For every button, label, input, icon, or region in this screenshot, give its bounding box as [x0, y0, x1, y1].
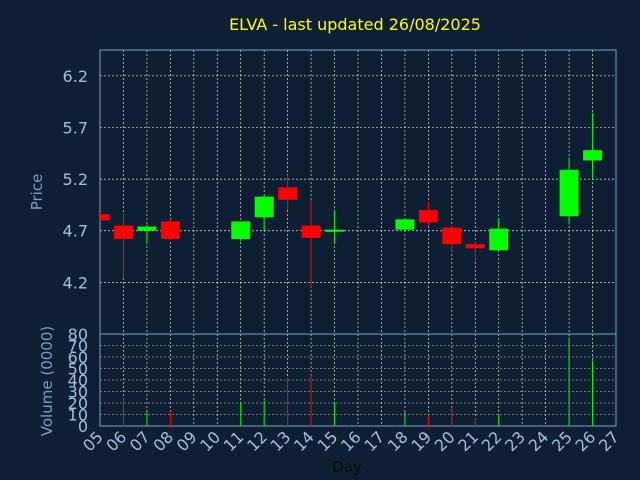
volume-panel-frame — [99, 333, 617, 427]
volume-tick-label: 50 — [68, 360, 88, 379]
price-tick-label: 4.7 — [63, 222, 88, 241]
price-panel — [100, 112, 603, 288]
volume-tick-label: 60 — [68, 348, 88, 367]
x-axis-label: Day — [332, 458, 362, 476]
candle-body — [395, 219, 415, 230]
volume-tick-label: 40 — [68, 371, 88, 390]
price-axis-label: Price — [28, 174, 46, 211]
candle-body — [465, 244, 485, 249]
volume-tick-label: 30 — [68, 383, 88, 402]
volume-tick-label: 10 — [68, 406, 88, 425]
candle-body — [489, 228, 509, 251]
candle-body — [418, 210, 438, 223]
candle-body — [137, 226, 157, 231]
price-tick-label: 5.7 — [63, 118, 88, 137]
volume-tick-label: 0 — [78, 417, 88, 436]
candle-body — [583, 150, 603, 161]
candle-body — [254, 196, 274, 218]
volume-tick-label: 70 — [68, 337, 88, 356]
candles — [100, 112, 603, 288]
price-tick-label: 4.2 — [63, 273, 88, 292]
volume-tick-label: 80 — [68, 325, 88, 344]
candle-body — [442, 227, 462, 245]
candle-body — [100, 214, 110, 221]
volume-panel — [122, 337, 594, 426]
candle-body — [559, 169, 579, 217]
volume-tick-label: 20 — [68, 394, 88, 413]
x-tick-label: 27 — [595, 427, 623, 455]
price-tick-label: 5.2 — [63, 170, 88, 189]
chart-title: ELVA - last updated 26/08/2025 — [229, 15, 481, 34]
candle-body — [160, 221, 180, 239]
candle-body — [325, 229, 345, 232]
candle-body — [278, 187, 298, 200]
price-tick-label: 6.2 — [63, 67, 88, 86]
x-tick-labels: 0506070809101112131415161718192021222324… — [79, 427, 623, 455]
volume-axis-label: Volume (0000) — [38, 326, 56, 436]
candle-body — [113, 225, 133, 239]
candle-body — [301, 225, 321, 238]
candle-body — [231, 221, 251, 239]
